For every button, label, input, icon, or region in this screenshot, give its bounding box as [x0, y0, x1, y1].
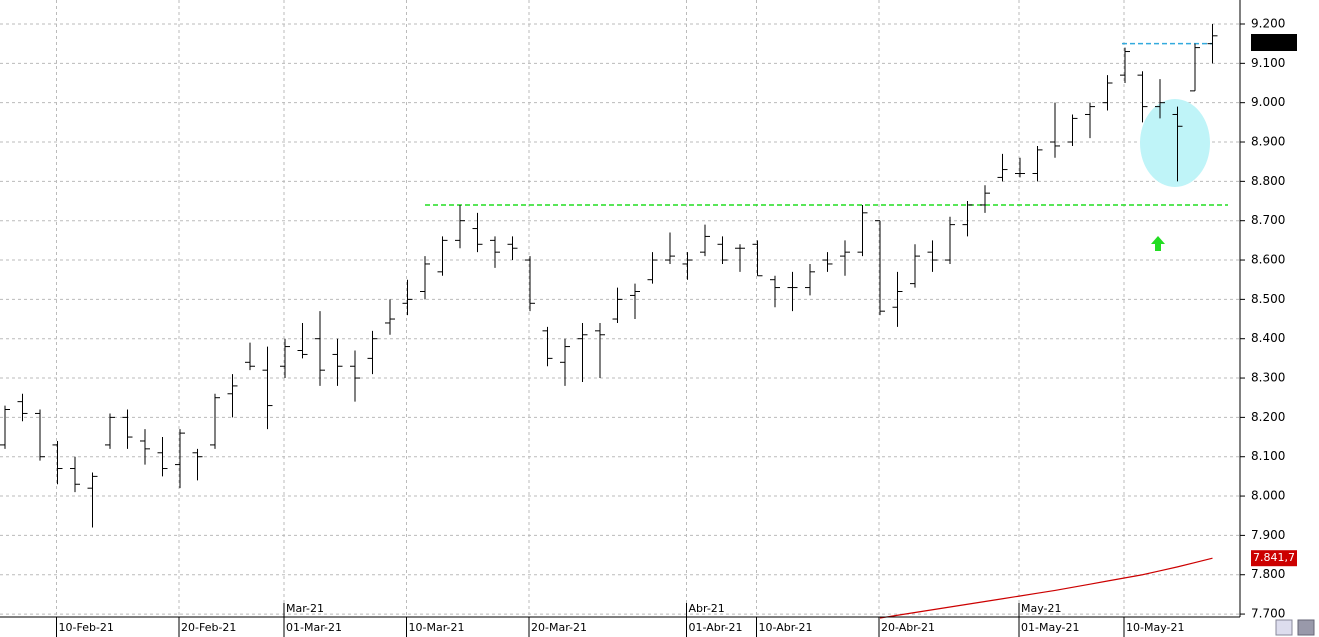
y-tick-label: 9.100	[1251, 56, 1285, 70]
x-tick-label: 10-Abr-21	[759, 621, 813, 634]
x-tick-label: 01-Abr-21	[689, 621, 743, 634]
y-tick-label: 8.000	[1251, 489, 1285, 503]
y-tick-label: 7.700	[1251, 607, 1285, 621]
y-tick-label: 9.000	[1251, 95, 1285, 109]
x-tick-label: 20-Abr-21	[881, 621, 935, 634]
x-tick-label: 20-Mar-21	[531, 621, 587, 634]
y-tick-label: 8.500	[1251, 292, 1285, 306]
y-tick-label: 8.800	[1251, 174, 1285, 188]
last-value-label: 7.841,7	[1253, 551, 1295, 564]
month-label: Abr-21	[689, 602, 725, 615]
y-tick-label: 8.400	[1251, 331, 1285, 345]
x-tick-label: 01-May-21	[1021, 621, 1079, 634]
month-label: Mar-21	[286, 602, 324, 615]
y-tick-label: 7.800	[1251, 567, 1285, 581]
marks	[0, 24, 1228, 619]
y-tick-label: 9.200	[1251, 17, 1285, 31]
y-tick-label: 8.700	[1251, 213, 1285, 227]
y-tick-label: 8.100	[1251, 449, 1285, 463]
last-value-box	[1251, 550, 1297, 567]
up-arrow	[1151, 236, 1165, 251]
line-series	[879, 557, 1213, 619]
tool-button[interactable]	[1275, 619, 1293, 636]
highlight-ellipse	[1140, 99, 1210, 187]
y-tick-label: 8.200	[1251, 410, 1285, 424]
month-label: May-21	[1021, 602, 1062, 615]
save-button[interactable]	[1297, 619, 1315, 636]
y-tick-label: 8.900	[1251, 135, 1285, 149]
y-tick-label: 8.300	[1251, 371, 1285, 385]
x-tick-label: 10-May-21	[1126, 621, 1184, 634]
grid	[0, 0, 1240, 617]
x-tick-label: 20-Feb-21	[181, 621, 236, 634]
y-tick-label: 7.900	[1251, 528, 1285, 542]
y-tick-label: 8.600	[1251, 253, 1285, 267]
x-tick-label: 10-Mar-21	[409, 621, 465, 634]
x-tick-label: 01-Mar-21	[286, 621, 342, 634]
x-tick-label: 10-Feb-21	[59, 621, 114, 634]
price-box	[1251, 34, 1297, 51]
